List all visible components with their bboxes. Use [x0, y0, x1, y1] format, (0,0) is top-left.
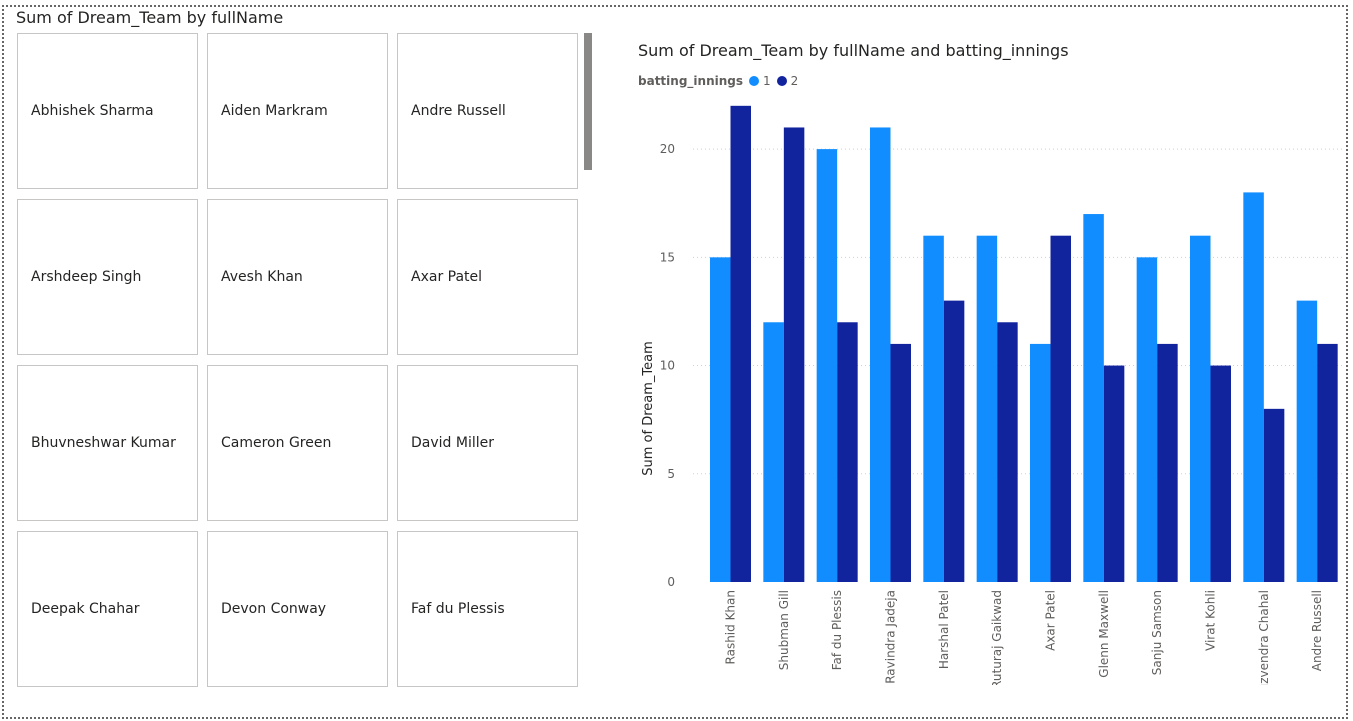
legend-title: batting_innings — [638, 74, 743, 88]
slicer-tiles: Abhishek Sharma Aiden Markram Andre Russ… — [17, 33, 579, 689]
x-tick-label: Andre Russell — [1310, 590, 1324, 671]
bar-2-axar-patel[interactable] — [1050, 235, 1072, 582]
slicer-title: Sum of Dream_Team by fullName — [16, 8, 284, 27]
legend-dot-icon — [776, 76, 787, 86]
legend-item-2[interactable]: 2 — [776, 74, 799, 88]
y-tick-label: 10 — [660, 359, 675, 373]
y-tick-label: 0 — [667, 575, 675, 589]
bar-2-virat-kohli[interactable] — [1210, 365, 1232, 582]
x-tick-label: Shubman Gill — [777, 590, 791, 670]
y-tick-label: 15 — [660, 250, 675, 264]
slicer-tile[interactable]: Axar Patel — [397, 199, 578, 355]
bar-1-ravindra-jadeja[interactable] — [870, 127, 891, 582]
bar-1-faf-du-plessis[interactable] — [816, 149, 838, 582]
x-tick-label: Faf du Plessis — [830, 590, 844, 670]
bar-1-yuzvendra-chahal[interactable] — [1243, 192, 1264, 582]
x-tick-label: Sanju Samson — [1150, 590, 1164, 675]
y-tick-label: 20 — [660, 142, 675, 156]
bar-2-ravindra-jadeja[interactable] — [890, 343, 912, 582]
x-tick-label: Ruturaj Gaikwad — [990, 590, 1004, 685]
slicer-tile[interactable]: Abhishek Sharma — [17, 33, 198, 189]
x-tick-label: Harshal Patel — [937, 590, 951, 669]
visual-focus-border — [2, 5, 1348, 719]
bar-2-yuzvendra-chahal[interactable] — [1263, 408, 1285, 582]
chart-title: Sum of Dream_Team by fullName and battin… — [638, 41, 1069, 60]
legend-label: 2 — [790, 74, 799, 88]
bar-2-rashid-khan[interactable] — [730, 105, 752, 583]
legend-item-1[interactable]: 1 — [749, 74, 771, 88]
x-tick-label: Ravindra Jadeja — [884, 590, 898, 684]
bar-2-faf-du-plessis[interactable] — [837, 322, 858, 582]
legend-label: 1 — [763, 74, 771, 88]
y-axis-title: Sum of Dream_Team — [641, 341, 656, 476]
x-tick-label: Axar Patel — [1044, 590, 1058, 651]
slicer-tile[interactable]: Devon Conway — [207, 531, 388, 687]
slicer-tile[interactable]: Arshdeep Singh — [17, 199, 198, 355]
slicer-scrollbar[interactable] — [584, 33, 592, 170]
bar-1-shubman-gill[interactable] — [763, 322, 784, 582]
y-tick-label: 5 — [667, 467, 675, 481]
slicer-tile[interactable]: Bhuvneshwar Kumar — [17, 365, 198, 521]
bar-1-glenn-maxwell[interactable] — [1083, 214, 1104, 582]
bar-2-shubman-gill[interactable] — [783, 127, 805, 582]
bar-2-ruturaj-gaikwad[interactable] — [997, 322, 1018, 582]
bar-1-harshal-patel[interactable] — [923, 235, 944, 582]
x-tick-label: Yuzvendra Chahal — [1257, 590, 1271, 685]
slicer-tile[interactable]: Avesh Khan — [207, 199, 388, 355]
slicer-tile[interactable]: Faf du Plessis — [397, 531, 578, 687]
bar-1-virat-kohli[interactable] — [1190, 235, 1211, 582]
slicer-tile[interactable]: David Miller — [397, 365, 578, 521]
bar-1-andre-russell[interactable] — [1296, 300, 1318, 582]
bar-1-sanju-samson[interactable] — [1136, 257, 1158, 582]
bar-2-glenn-maxwell[interactable] — [1103, 365, 1125, 582]
bar-2-harshal-patel[interactable] — [943, 300, 965, 582]
bar-1-rashid-khan[interactable] — [710, 257, 731, 582]
bar-2-sanju-samson[interactable] — [1157, 343, 1178, 582]
x-tick-label: Rashid Khan — [724, 590, 738, 664]
x-tick-label: Virat Kohli — [1204, 590, 1218, 651]
bar-1-ruturaj-gaikwad[interactable] — [976, 235, 998, 582]
clustered-column-chart: Sum of Dream_Team 0 5 10 15 20 Rashid Khan Shub… — [641, 105, 1345, 685]
chart-legend: batting_innings 1 2 — [638, 74, 804, 88]
slicer-tile[interactable]: Deepak Chahar — [17, 531, 198, 687]
x-tick-label: Glenn Maxwell — [1097, 590, 1111, 678]
slicer-tile[interactable]: Cameron Green — [207, 365, 388, 521]
slicer-tile[interactable]: Aiden Markram — [207, 33, 388, 189]
bar-2-andre-russell[interactable] — [1317, 343, 1338, 582]
slicer-tile[interactable]: Andre Russell — [397, 33, 578, 189]
legend-dot-icon — [749, 76, 759, 86]
bar-1-axar-patel[interactable] — [1030, 343, 1051, 582]
